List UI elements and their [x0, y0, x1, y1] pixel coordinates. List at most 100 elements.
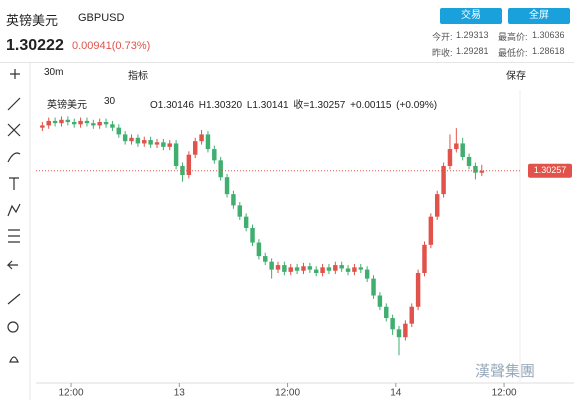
stat-value: 1.28618: [532, 46, 565, 56]
stat-value: 1.29281: [456, 46, 489, 56]
candle-body: [269, 261, 274, 270]
legend-high: H1.30320: [198, 100, 243, 111]
candle-body: [110, 124, 115, 128]
last-price-tag: [528, 163, 572, 178]
candle-body: [231, 194, 236, 206]
candle-body: [116, 127, 122, 135]
candle-body: [161, 142, 166, 147]
candle-body: [122, 134, 128, 142]
candle-body: [59, 119, 64, 124]
candle-body: [65, 119, 71, 123]
candle-body: [345, 268, 351, 272]
candle-body: [326, 267, 332, 271]
legend-name: 英镑美元: [47, 100, 87, 111]
candle-body: [46, 120, 51, 126]
candle-body: [441, 165, 446, 195]
x-tick-label: 14: [390, 388, 402, 399]
x-tick-label: 13: [174, 388, 186, 399]
candle-body: [390, 318, 395, 330]
legend-ohlc: O1.30146 H1.30320 L1.30141 收=1.30257 +0.…: [150, 96, 437, 111]
candle-body: [237, 205, 243, 217]
drawing-tools[interactable]: [6, 69, 21, 363]
candle-body: [78, 120, 83, 125]
candle-body: [97, 122, 102, 126]
stat-label: 今开:: [432, 32, 453, 42]
symbol: GBPUSD: [78, 12, 125, 24]
candle-body: [148, 140, 153, 145]
stat-value: 1.29313: [456, 30, 489, 40]
candle-body: [415, 272, 421, 307]
candle-body: [313, 269, 319, 273]
candle-body: [358, 267, 364, 270]
legend-open: O1.30146: [150, 100, 194, 111]
candle-body: [135, 137, 141, 144]
candle-body: [307, 266, 313, 270]
legend-close: 收=1.30257: [293, 100, 346, 111]
candle-body: [142, 140, 147, 144]
legend-interval: 30: [104, 96, 116, 107]
candle-body: [154, 142, 160, 145]
candle-body: [473, 165, 478, 173]
candle-body: [384, 306, 389, 319]
candle-body: [275, 265, 281, 270]
legend-change: +0.00115 (+0.09%): [350, 100, 438, 111]
candle-body: [352, 267, 357, 272]
candle-body: [250, 227, 255, 243]
change: 0.00941(0.73%): [72, 40, 151, 52]
last-price-label: 1.30257: [534, 165, 567, 175]
candle-body: [428, 216, 434, 245]
candle-body: [180, 165, 185, 175]
candle-body: [294, 267, 300, 271]
candle-body: [339, 265, 344, 269]
candle-body: [403, 323, 408, 338]
candle-body: [173, 143, 179, 166]
stat-value: 1.30636: [532, 30, 565, 40]
interval[interactable]: 30m: [44, 67, 64, 78]
candle-body: [396, 329, 402, 338]
candle-body: [167, 143, 172, 147]
candle-body: [103, 122, 109, 125]
candle-body: [371, 278, 376, 296]
candle-body: [466, 156, 472, 166]
candle-body: [129, 137, 134, 142]
save[interactable]: 保存: [506, 71, 526, 82]
name: 英镑美元: [6, 13, 59, 28]
candle-body: [192, 141, 198, 155]
trade-button[interactable]: 交易: [440, 8, 502, 24]
candle-body: [243, 216, 249, 228]
candle-body: [256, 242, 262, 257]
candle-body: [186, 154, 192, 175]
candle-body: [40, 125, 45, 128]
candle-body: [479, 170, 485, 173]
candle-body: [288, 267, 293, 272]
candle-body: [301, 266, 306, 271]
candle-body: [218, 160, 223, 178]
candle-body: [422, 244, 427, 273]
candle-body: [199, 134, 204, 142]
watermark: 漢聲集團: [475, 363, 535, 380]
candle-body: [320, 267, 325, 273]
legend-low: L1.30141: [246, 100, 289, 111]
candle-body: [224, 177, 230, 195]
candle-body: [212, 149, 217, 161]
stat-label: 最低价:: [498, 48, 528, 58]
indicators[interactable]: 指标: [128, 71, 148, 82]
candle-body: [71, 122, 77, 125]
candle-body: [52, 120, 58, 124]
candle-body: [282, 265, 287, 272]
x-tick-label: 12:00: [275, 388, 300, 399]
candle-body: [205, 134, 211, 150]
x-tick-label: 12:00: [492, 388, 517, 399]
candle-body: [447, 149, 453, 166]
price: 1.30222: [6, 37, 64, 54]
candle-body: [91, 123, 96, 126]
candle-body: [377, 295, 383, 307]
stat-label: 最高价:: [498, 32, 528, 42]
candle-body: [434, 194, 440, 217]
fullscreen-button[interactable]: 全屏: [508, 8, 570, 24]
divider: [0, 62, 574, 63]
candle-body: [333, 265, 338, 271]
candle-body: [364, 269, 370, 279]
